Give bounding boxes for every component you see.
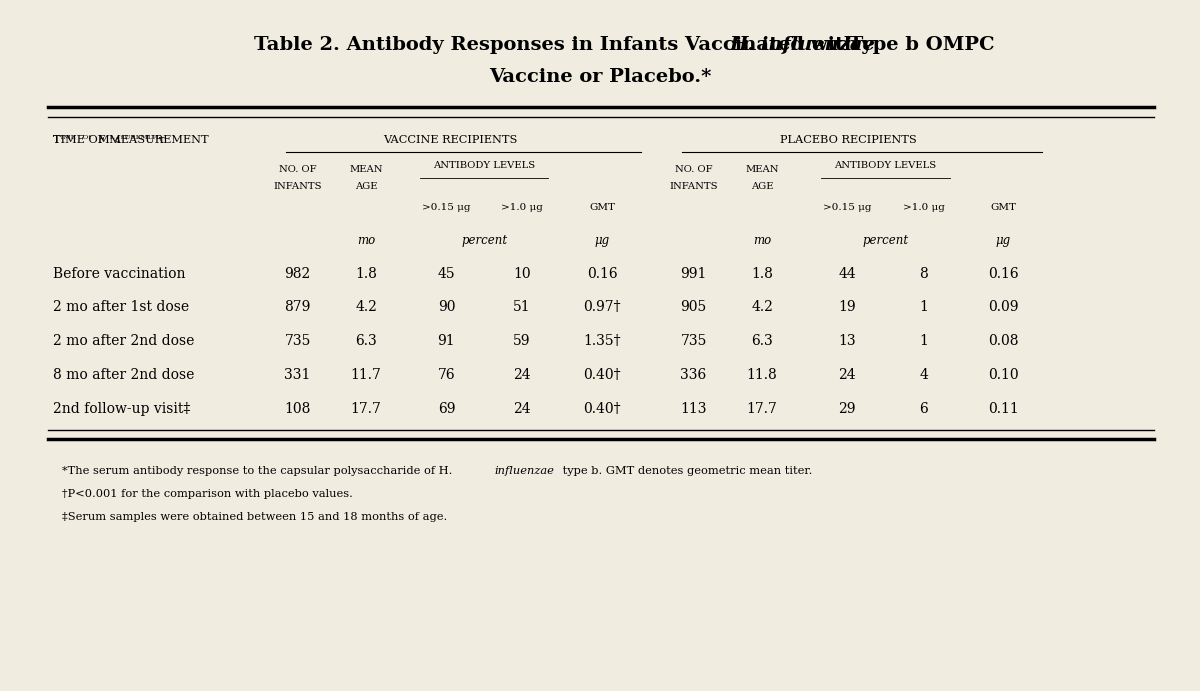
Text: 982: 982: [284, 267, 311, 281]
Text: 11.7: 11.7: [350, 368, 382, 382]
Text: 735: 735: [284, 334, 311, 348]
Text: 0.97†: 0.97†: [583, 301, 622, 314]
Text: 24: 24: [514, 402, 530, 416]
Text: H. influenzae: H. influenzae: [730, 36, 876, 54]
Text: mo: mo: [356, 234, 376, 247]
Text: 45: 45: [438, 267, 455, 281]
Text: GMT: GMT: [589, 202, 616, 212]
Text: >1.0 μg: >1.0 μg: [904, 202, 944, 212]
Text: AGE: AGE: [355, 182, 377, 191]
Text: 0.11: 0.11: [988, 402, 1019, 416]
Text: NO. OF: NO. OF: [674, 164, 713, 174]
Text: 2nd follow-up visit‡: 2nd follow-up visit‡: [53, 402, 190, 416]
Text: ‡Serum samples were obtained between 15 and 18 months of age.: ‡Serum samples were obtained between 15 …: [62, 512, 448, 522]
Text: 51: 51: [514, 301, 530, 314]
Text: Type b OMPC: Type b OMPC: [842, 36, 995, 54]
Text: 113: 113: [680, 402, 707, 416]
Text: >1.0 μg: >1.0 μg: [502, 202, 542, 212]
Text: 331: 331: [284, 368, 311, 382]
Text: ANTIBODY LEVELS: ANTIBODY LEVELS: [433, 161, 535, 171]
Text: 2 mo after 2nd dose: 2 mo after 2nd dose: [53, 334, 194, 348]
Text: 8 mo after 2nd dose: 8 mo after 2nd dose: [53, 368, 194, 382]
Text: MEAN: MEAN: [745, 164, 779, 174]
Text: 17.7: 17.7: [746, 402, 778, 416]
Text: 69: 69: [438, 402, 455, 416]
Text: percent: percent: [863, 234, 908, 247]
Text: 6: 6: [919, 402, 929, 416]
Text: MEAN: MEAN: [349, 164, 383, 174]
Text: 76: 76: [438, 368, 455, 382]
Text: 1.8: 1.8: [355, 267, 377, 281]
Text: 4.2: 4.2: [751, 301, 773, 314]
Text: TIME OF MEASUREMENT: TIME OF MEASUREMENT: [53, 135, 209, 144]
Text: μg: μg: [996, 234, 1010, 247]
Text: 90: 90: [438, 301, 455, 314]
Text: INFANTS: INFANTS: [274, 182, 322, 191]
Text: 0.09: 0.09: [988, 301, 1019, 314]
Text: 0.16: 0.16: [587, 267, 618, 281]
Text: 1.35†: 1.35†: [583, 334, 622, 348]
Text: 0.40†: 0.40†: [583, 368, 622, 382]
Text: Table 2. Antibody Responses in Infants Vaccinated with: Table 2. Antibody Responses in Infants V…: [254, 36, 865, 54]
Text: 44: 44: [839, 267, 856, 281]
Text: ANTIBODY LEVELS: ANTIBODY LEVELS: [834, 161, 937, 171]
Text: influenzae: influenzae: [494, 466, 554, 476]
Text: PLACEBO RECIPIENTS: PLACEBO RECIPIENTS: [780, 135, 917, 144]
Text: AGE: AGE: [751, 182, 773, 191]
Text: Vaccine or Placebo.*: Vaccine or Placebo.*: [488, 68, 712, 86]
Text: 0.08: 0.08: [988, 334, 1019, 348]
Text: 108: 108: [284, 402, 311, 416]
Text: GMT: GMT: [990, 202, 1016, 212]
Text: 0.40†: 0.40†: [583, 402, 622, 416]
Text: 905: 905: [680, 301, 707, 314]
Text: 6.3: 6.3: [751, 334, 773, 348]
Text: INFANTS: INFANTS: [670, 182, 718, 191]
Text: 4: 4: [919, 368, 929, 382]
Text: mo: mo: [752, 234, 772, 247]
Text: Tᴵᴹᴸ  ᴼᶠ  Mᴸᴀˢᵁᴿᴸᴹᴸᴻᴛ: Tᴵᴹᴸ ᴼᶠ Mᴸᴀˢᵁᴿᴸᴹᴸᴻᴛ: [53, 135, 164, 144]
Text: >0.15 μg: >0.15 μg: [823, 202, 871, 212]
Text: 735: 735: [680, 334, 707, 348]
Text: 17.7: 17.7: [350, 402, 382, 416]
Text: VACCINE RECIPIENTS: VACCINE RECIPIENTS: [383, 135, 517, 144]
Text: >0.15 μg: >0.15 μg: [422, 202, 470, 212]
Text: 1: 1: [919, 301, 929, 314]
Text: percent: percent: [461, 234, 508, 247]
Text: 19: 19: [839, 301, 856, 314]
Text: 24: 24: [839, 368, 856, 382]
Text: 24: 24: [514, 368, 530, 382]
Text: 10: 10: [514, 267, 530, 281]
Text: 11.8: 11.8: [746, 368, 778, 382]
Text: 91: 91: [438, 334, 455, 348]
Text: 59: 59: [514, 334, 530, 348]
Text: μg: μg: [595, 234, 610, 247]
Text: 336: 336: [680, 368, 707, 382]
Text: 879: 879: [284, 301, 311, 314]
Text: 6.3: 6.3: [355, 334, 377, 348]
Text: type b. GMT denotes geometric mean titer.: type b. GMT denotes geometric mean titer…: [559, 466, 812, 476]
Text: 13: 13: [839, 334, 856, 348]
Text: 1.8: 1.8: [751, 267, 773, 281]
Text: Before vaccination: Before vaccination: [53, 267, 185, 281]
Text: 29: 29: [839, 402, 856, 416]
Text: †P<0.001 for the comparison with placebo values.: †P<0.001 for the comparison with placebo…: [62, 489, 353, 499]
Text: 0.16: 0.16: [988, 267, 1019, 281]
Text: 8: 8: [919, 267, 929, 281]
Text: 4.2: 4.2: [355, 301, 377, 314]
Text: *The serum antibody response to the capsular polysaccharide of H.: *The serum antibody response to the caps…: [62, 466, 456, 476]
Text: 2 mo after 1st dose: 2 mo after 1st dose: [53, 301, 188, 314]
Text: 1: 1: [919, 334, 929, 348]
Text: NO. OF: NO. OF: [278, 164, 317, 174]
Text: 991: 991: [680, 267, 707, 281]
Text: 0.10: 0.10: [988, 368, 1019, 382]
